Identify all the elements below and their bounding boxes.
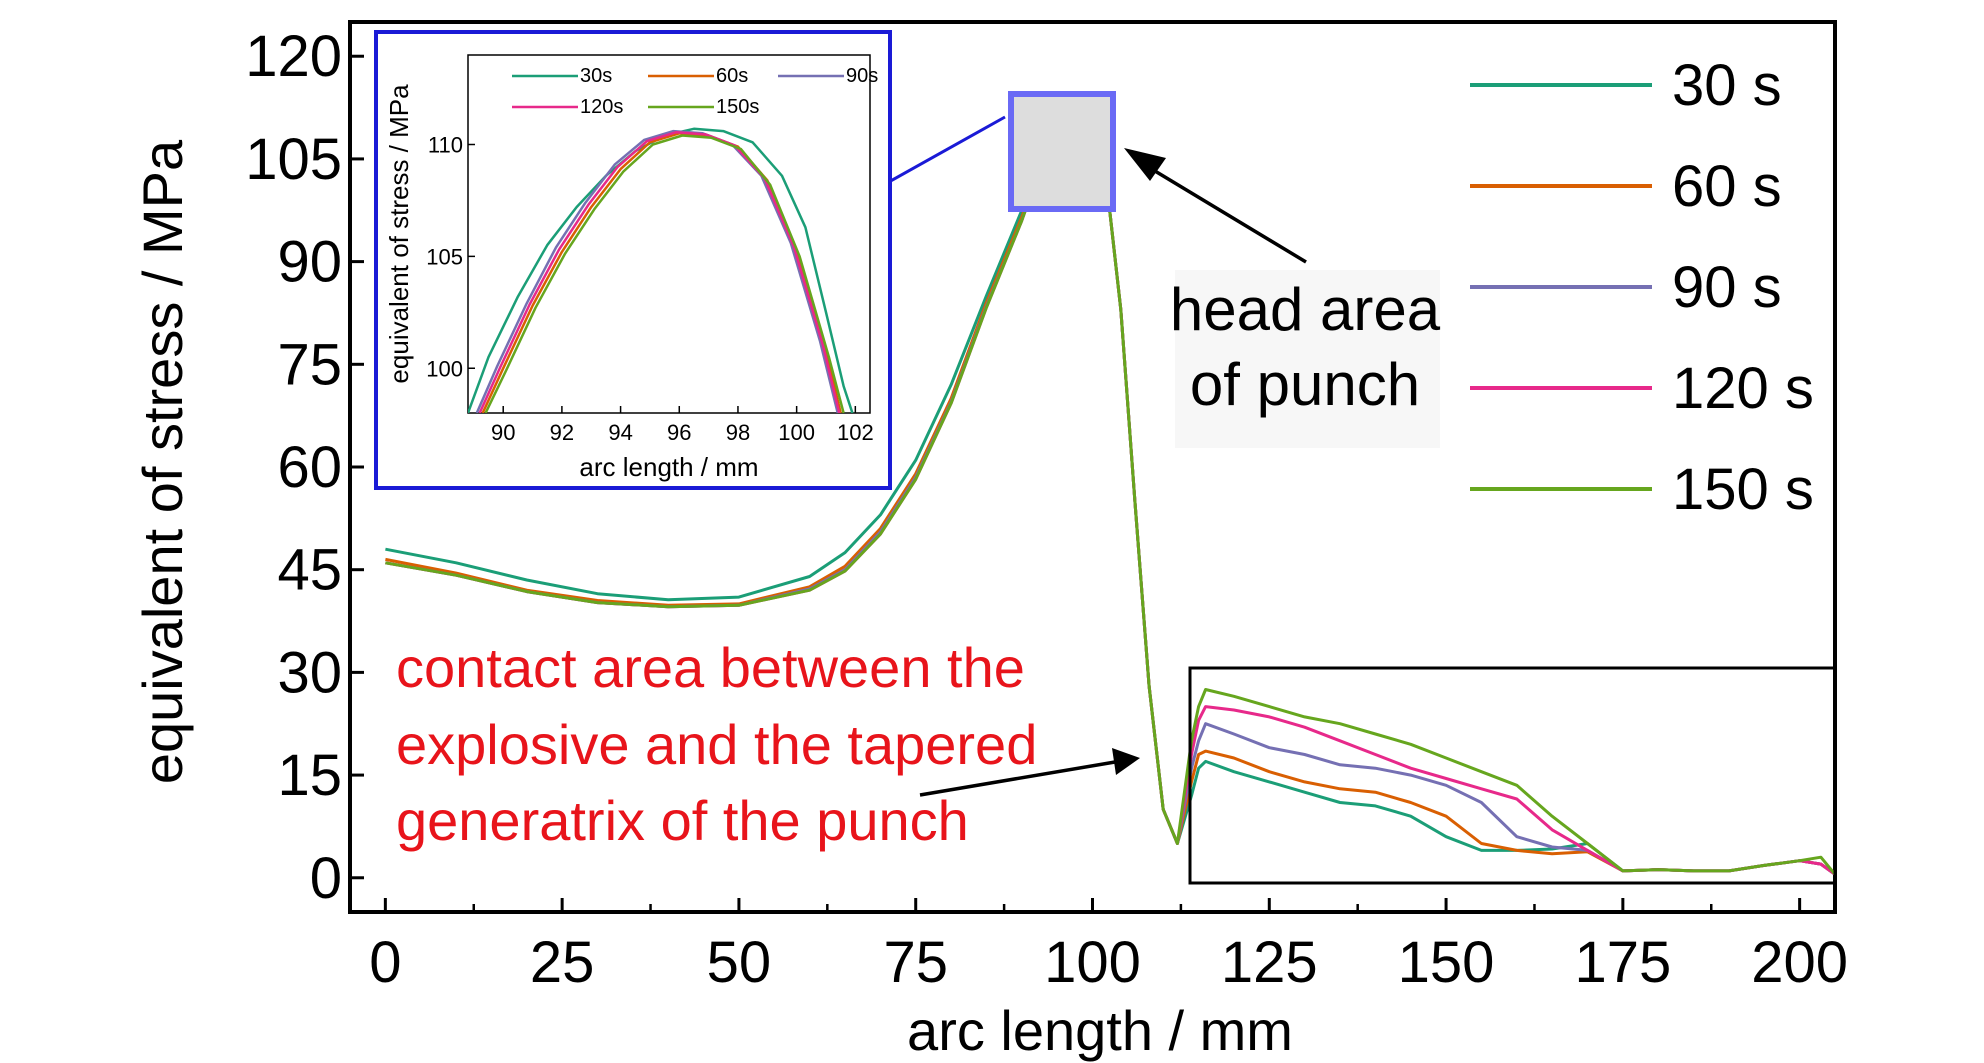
inset-x-tick-label: 102 — [837, 420, 874, 445]
inset-series-line-90s — [475, 129, 839, 413]
inset-x-tick-label: 94 — [608, 420, 632, 445]
inset-plot-frame — [467, 54, 871, 414]
contact-annotation-line-2: explosive and the tapered — [396, 713, 1037, 776]
inset-series-group — [468, 127, 854, 413]
y-tick-label: 0 — [310, 846, 342, 911]
y-tick-label: 75 — [277, 332, 342, 397]
inset-y-tick-label: 100 — [426, 356, 463, 381]
y-tick-label: 60 — [277, 435, 342, 500]
inset-legend-label: 120s — [580, 96, 623, 118]
x-tick-label: 50 — [707, 930, 772, 995]
y-tick-label: 45 — [277, 538, 342, 603]
contact-annotation-line-1: contact area between the — [396, 636, 1025, 699]
inset-legend-label: 90s — [846, 65, 878, 87]
legend-label: 60 s — [1672, 154, 1782, 219]
inset-x-tick-label: 96 — [667, 420, 691, 445]
inset-x-tick-label: 92 — [550, 420, 574, 445]
head-arrow-shaft — [1144, 163, 1307, 264]
legend-label: 150 s — [1672, 457, 1814, 522]
main-y-axis-title: equivalent of stress / MPa — [131, 139, 194, 784]
inset-panel — [374, 30, 892, 490]
inset-y-tick-label: 105 — [426, 244, 463, 269]
inset-x-tick-label: 98 — [726, 420, 750, 445]
inset-legend-label: 60s — [716, 65, 748, 87]
inset-legend-label: 30s — [580, 65, 612, 87]
legend-label: 120 s — [1672, 356, 1814, 421]
x-tick-label: 175 — [1574, 930, 1671, 995]
inset-x-tick-label: 90 — [491, 420, 515, 445]
inset-legend-label: 150s — [716, 96, 759, 118]
x-tick-label: 125 — [1221, 930, 1318, 995]
x-tick-label: 0 — [369, 930, 401, 995]
contact-annotation-background — [392, 628, 1037, 858]
head-annotation-line-1: head area — [1170, 276, 1441, 343]
inset-x-tick-label: 100 — [778, 420, 815, 445]
y-tick-label: 90 — [277, 230, 342, 295]
inset-axis-ticks: 90 92 94 96 98 100 102 100 105 110 — [426, 133, 873, 446]
x-tick-label: 75 — [883, 930, 948, 995]
main-axis-ticks: 0 25 50 75 100 125 150 175 200 0 15 30 45 60 75 90 105 12… — [245, 24, 1848, 995]
inset-legend: 30s 60s 90s 120s 150s — [512, 65, 878, 118]
contact-region-box — [1188, 666, 1837, 885]
contact-arrow-shaft — [919, 760, 1116, 797]
contact-arrow-head — [1112, 748, 1140, 775]
x-tick-label: 200 — [1751, 930, 1848, 995]
legend-label: 90 s — [1672, 255, 1782, 320]
head-annotation-line-2: of punch — [1190, 351, 1420, 418]
zoom-region-box — [1008, 91, 1116, 212]
head-arrow-head — [1124, 148, 1166, 181]
y-tick-label: 15 — [277, 743, 342, 808]
main-legend: 30 s 60 s 90 s 120 s 150 s — [1470, 53, 1814, 522]
legend-label: 30 s — [1672, 53, 1782, 118]
main-series-group — [385, 117, 1837, 876]
inset-x-axis-title: arc length / mm — [579, 452, 758, 482]
zoom-connector-line — [886, 115, 1006, 185]
contact-annotation-line-3: generatrix of the punch — [396, 789, 969, 852]
head-annotation-background — [1175, 270, 1440, 448]
inset-series-line-150s — [484, 134, 845, 413]
main-x-axis-title: arc length / mm — [907, 999, 1293, 1062]
y-tick-label: 105 — [245, 127, 342, 192]
x-tick-label: 100 — [1044, 930, 1141, 995]
inset-y-tick-label: 110 — [428, 133, 463, 158]
y-tick-label: 30 — [277, 640, 342, 705]
x-tick-label: 25 — [530, 930, 595, 995]
inset-series-line-120s — [478, 130, 841, 413]
series-line-150s — [385, 118, 1837, 876]
x-tick-label: 150 — [1398, 930, 1495, 995]
inset-y-axis-title: equivalent of stress / MPa — [384, 84, 414, 384]
y-tick-label: 120 — [245, 24, 342, 89]
